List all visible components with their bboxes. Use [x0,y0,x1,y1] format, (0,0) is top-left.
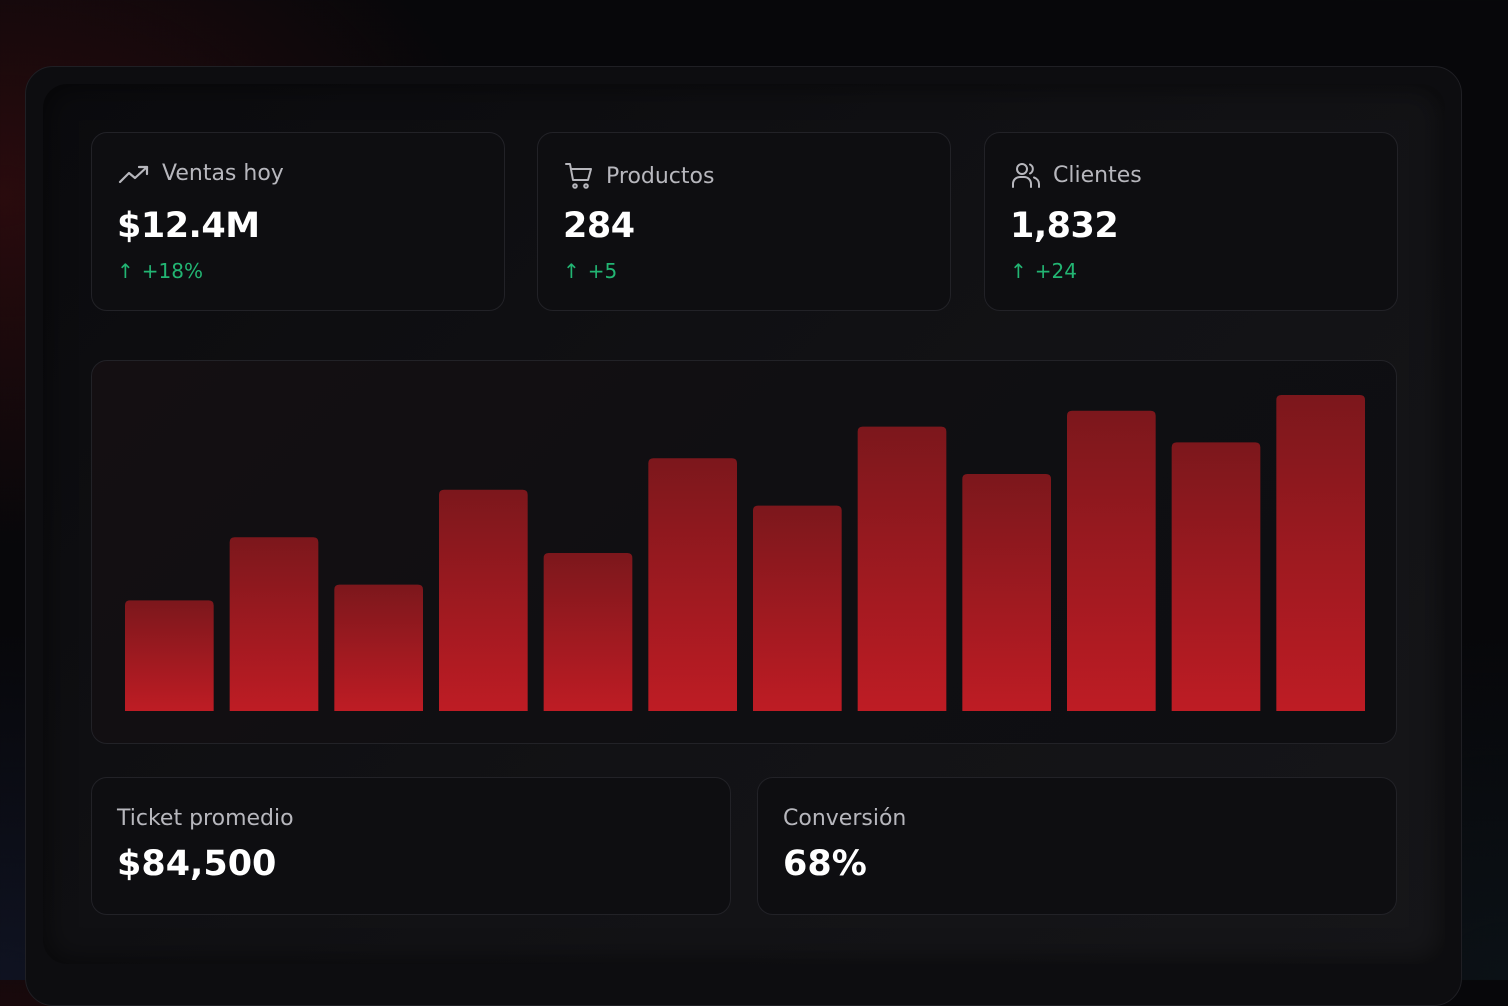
stat-change-value: +5 [587,259,618,283]
chart-bar-7 [753,505,842,711]
trending-up-icon [118,163,150,185]
chart-bar-8 [857,426,947,711]
chart-bar-5 [543,553,633,711]
stat-change: ↑ +24 [1010,259,1077,283]
arrow-up-icon: ↑ [1010,259,1027,283]
stat-change-value: +24 [1034,259,1077,283]
stat-header: Clientes [1011,161,1142,189]
stat-value: 284 [563,206,635,246]
chart-bar-10 [1067,410,1156,711]
stat-change: ↑ +5 [563,259,617,283]
chart-bar-3 [334,584,423,711]
users-icon [1011,161,1041,189]
chart-bar-1 [125,600,214,711]
stat-header: Productos [564,161,714,191]
stat-card-products[interactable]: Productos 284 ↑ +5 [537,132,951,311]
arrow-up-icon: ↑ [117,259,134,283]
stat-label: Productos [606,163,715,189]
bar-chart-card [91,360,1397,744]
ticket-card[interactable]: Ticket promedio $84,500 [91,777,731,915]
conversion-card[interactable]: Conversión 68% [757,777,1397,915]
stat-label: Clientes [1053,162,1142,188]
bar-chart [125,395,1365,711]
chart-bar-4 [439,489,528,711]
stat-header: Ventas hoy [118,161,284,186]
ticket-value: $84,500 [117,844,277,884]
ticket-label: Ticket promedio [117,806,294,831]
stat-change: ↑ +18% [117,259,203,283]
stat-value: 1,832 [1010,206,1119,246]
chart-bar-12 [1276,395,1365,711]
conversion-label: Conversión [783,806,907,831]
stat-value: $12.4M [117,206,260,246]
stat-card-clients[interactable]: Clientes 1,832 ↑ +24 [984,132,1398,311]
conversion-value: 68% [783,844,867,884]
chart-bar-2 [229,537,319,711]
stat-label: Ventas hoy [162,161,284,186]
stat-card-sales[interactable]: Ventas hoy $12.4M ↑ +18% [91,132,505,311]
chart-bar-9 [962,474,1051,711]
shopping-cart-icon [564,161,594,191]
chart-bar-6 [648,458,737,711]
chart-bar-11 [1171,442,1261,711]
arrow-up-icon: ↑ [563,259,580,283]
stat-change-value: +18% [141,259,203,283]
